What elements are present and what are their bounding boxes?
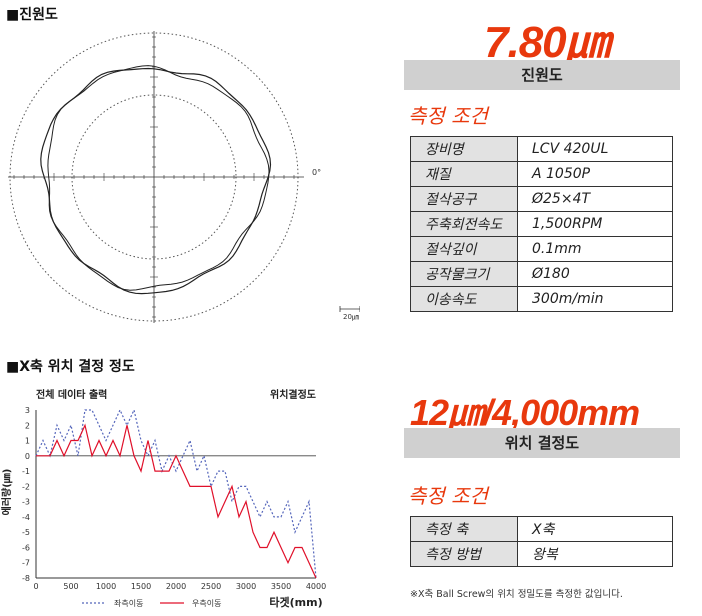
chart-title: 전체 데이타 출력 <box>36 388 107 401</box>
table-row: 재질 A 1050P <box>410 161 673 187</box>
x-tick-label: 500 <box>63 582 78 591</box>
table-row: 측정 축 X축 <box>410 516 673 542</box>
x-tick-label: 3500 <box>271 582 291 591</box>
table-row: 주축회전속도 1,500RPM <box>410 211 673 237</box>
positioning-spec-table: 측정 축 X축 측정 방법 왕복 <box>410 516 673 567</box>
y-tick-label: 0 <box>25 452 30 461</box>
x-tick-label: 3000 <box>236 582 256 591</box>
legend: 좌측이동 우측이동 <box>82 598 221 608</box>
series-line-1 <box>35 408 317 579</box>
y-tick-label: -1 <box>22 467 30 476</box>
y-tick-label: -5 <box>22 528 30 537</box>
y-tick-label: -8 <box>22 574 30 583</box>
roundness-polar-chart: 0° 20㎛ <box>8 31 360 323</box>
roundness-trace-2 <box>47 65 270 291</box>
table-row: 장비명 LCV 420UL <box>410 136 673 162</box>
chart-subtitle: 위치결정도 <box>270 388 316 401</box>
positioning-line-chart: 전체 데이타 출력 위치결정도 에러량(㎛) 타겟(mm) 3 2 1 0 -1 -2 -3… <box>0 388 326 609</box>
y-tick-label: -3 <box>22 498 30 507</box>
x-axis-label: 타겟(mm) <box>269 595 322 609</box>
x-tick-label: 2500 <box>201 582 221 591</box>
x-tick-label: 4000 <box>306 582 326 591</box>
roundness-value: 7.80㎛ <box>484 18 610 67</box>
roundness-section-title: ■진원도 <box>6 7 58 23</box>
roundness-conditions-title: 측정 조건 <box>408 104 488 128</box>
y-tick-label: 1 <box>25 437 30 446</box>
table-row: 절삭공구 Ø25×4T <box>410 186 673 212</box>
table-row: 측정 방법 왕복 <box>410 541 673 567</box>
x-tick-label: 1000 <box>96 582 116 591</box>
positioning-bar-label: 위치 결정도 <box>404 428 680 458</box>
x-tick-label: 0 <box>33 582 38 591</box>
y-tick-label: -7 <box>22 559 30 568</box>
scale-label: 20㎛ <box>343 313 359 322</box>
series-line-2 <box>36 423 317 579</box>
table-row: 공작물크기 Ø180 <box>410 261 673 287</box>
roundness-spec-table: 장비명 LCV 420UL 재질 A 1050P 절삭공구 Ø25×4T 주축회전속도… <box>410 136 673 312</box>
legend-label-series-2: 우측이동 <box>192 598 221 608</box>
table-row: 절삭깊이 0.1mm <box>410 236 673 262</box>
table-row: 이송속도 300m/min <box>410 286 673 312</box>
x-tick-label: 2000 <box>166 582 186 591</box>
zero-degree-label: 0° <box>312 168 321 177</box>
roundness-bar-label: 진원도 <box>404 60 680 90</box>
y-tick-label: -2 <box>22 482 30 491</box>
y-tick-label: 3 <box>25 406 30 415</box>
scale-bar: 20㎛ <box>339 306 360 322</box>
positioning-section-title: ■X축 위치 결정 정도 <box>6 359 135 375</box>
y-tick-label: -6 <box>22 543 30 552</box>
positioning-conditions-title: 측정 조건 <box>408 484 488 508</box>
axis-ticks <box>13 36 295 318</box>
y-axis-label: 에러량(㎛) <box>0 469 13 516</box>
y-tick-label: 2 <box>25 421 30 430</box>
footnote: ※X축 Ball Screw의 위치 정밀도를 측정한 값입니다. <box>410 589 623 600</box>
y-tick-label: -4 <box>22 513 30 522</box>
x-tick-label: 1500 <box>131 582 151 591</box>
positioning-value: 12㎛/4,000mm <box>410 392 640 433</box>
legend-label-series-1: 좌측이동 <box>114 598 143 608</box>
